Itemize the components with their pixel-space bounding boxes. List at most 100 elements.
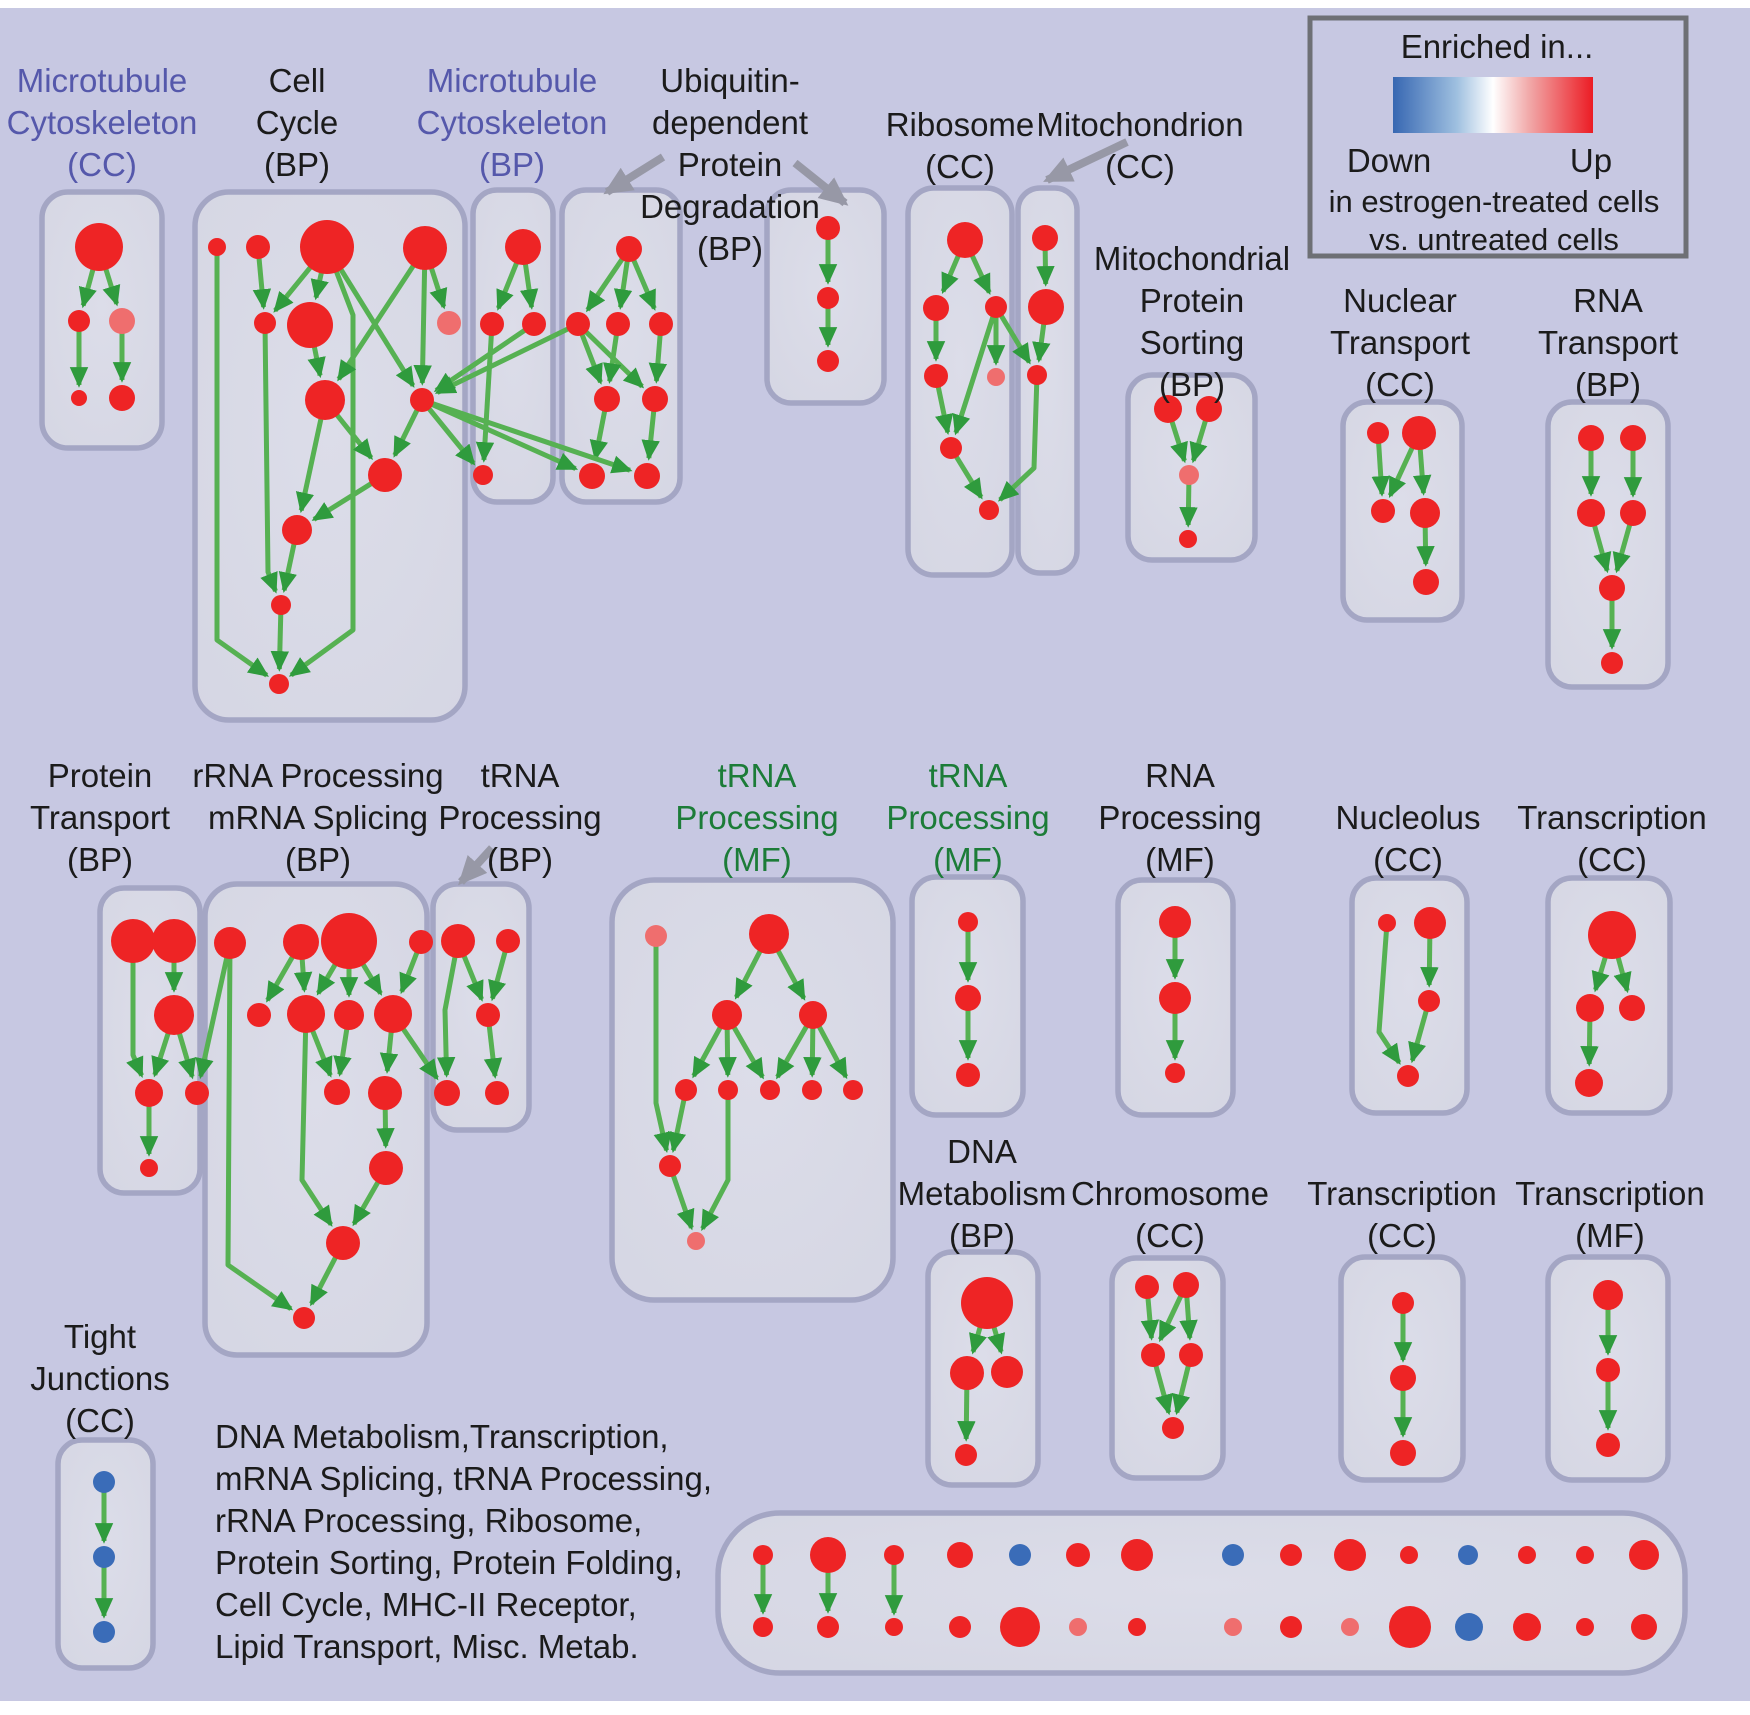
cluster-label-ribosome: Ribosome (CC) [886, 106, 1035, 185]
go-term-node [987, 368, 1005, 386]
go-term-node [1141, 1343, 1165, 1367]
go-term-node [947, 1542, 973, 1568]
go-term-node [437, 311, 461, 335]
cluster-label-chromosome: Chromosome (CC) [1071, 1175, 1269, 1254]
go-term-node [1000, 1607, 1040, 1647]
go-term-node [687, 1232, 705, 1250]
go-term-node [283, 924, 319, 960]
edge-arrow [195, 942, 233, 1080]
cluster-label-protein-transport: Protein Transport (BP) [30, 757, 170, 878]
go-term-node [1066, 1543, 1090, 1567]
legend-gradient-bar [1393, 77, 1593, 133]
go-term-node [956, 1063, 980, 1087]
go-term-node [410, 388, 434, 412]
cluster-label-trna-bp: tRNA Processing (BP) [438, 757, 601, 878]
go-term-node [1390, 1365, 1416, 1391]
go-term-node [816, 216, 840, 240]
cluster-box-rrna [202, 881, 430, 1358]
go-term-node [1596, 1433, 1620, 1457]
cluster-label-dna-metabolism: DNA Metabolism (BP) [898, 1133, 1067, 1254]
go-term-node [1179, 1343, 1203, 1367]
go-term-node [71, 390, 87, 406]
go-term-node [496, 929, 520, 953]
edge-arrow [475, 323, 495, 463]
go-term-node [1159, 906, 1191, 938]
go-term-node [1179, 530, 1197, 548]
go-term-node [1576, 994, 1604, 1022]
go-term-node [955, 985, 981, 1011]
go-term-node [369, 1151, 403, 1185]
go-term-node [753, 1545, 773, 1565]
go-term-node [749, 914, 789, 954]
go-term-node [985, 296, 1007, 318]
cluster-box-mitochondrion [1015, 185, 1080, 576]
go-term-node [109, 308, 135, 334]
go-term-node [949, 1616, 971, 1638]
go-term-node [923, 295, 949, 321]
go-term-node [924, 364, 948, 388]
go-term-node [1414, 907, 1446, 939]
cluster-label-cell-cycle: Cell Cycle (BP) [256, 62, 339, 183]
edge-arrow [336, 246, 428, 382]
go-term-node [324, 1079, 350, 1105]
go-term-node [649, 312, 673, 336]
go-term-node [634, 463, 660, 489]
go-term-node [111, 919, 155, 963]
go-term-node [287, 995, 325, 1033]
cluster-label-trna-mf-2: tRNA Processing (MF) [886, 757, 1049, 878]
go-term-node [208, 238, 226, 256]
go-term-node [321, 913, 377, 969]
cluster-label-mt-cc: Microtubule Cytoskeleton (CC) [7, 62, 198, 183]
legend-up-label: Up [1570, 142, 1612, 179]
go-term-node [1400, 1546, 1418, 1564]
edge-arrow [420, 397, 579, 471]
cluster-label-rrna: rRNA Processing mRNA Splicing (BP) [192, 757, 443, 878]
go-term-node [473, 465, 493, 485]
cluster-label-mitochondrion: Mitochondrion (CC) [1036, 106, 1243, 185]
label-pointer-arrow [603, 153, 666, 196]
go-term-node [1032, 225, 1058, 251]
go-term-node [135, 1079, 163, 1107]
edge-arrow [1376, 922, 1402, 1065]
go-term-node [1575, 1069, 1603, 1097]
cluster-label-nuclear-transport: Nuclear Transport (CC) [1330, 282, 1470, 403]
go-term-node [246, 235, 270, 259]
go-term-node [1578, 425, 1604, 451]
edge-arrow [952, 306, 999, 436]
go-term-node [247, 1003, 271, 1027]
edge-arrow [225, 942, 294, 1311]
go-term-node [374, 995, 412, 1033]
go-term-node [1577, 499, 1605, 527]
go-term-node [1588, 911, 1636, 959]
go-term-node [403, 226, 447, 270]
go-term-node [1389, 1606, 1431, 1648]
edge-arrow [324, 245, 416, 388]
edge-arrow [434, 321, 580, 395]
edge-arrow [700, 1090, 731, 1232]
go-term-node [606, 312, 630, 336]
go-term-node [1593, 1280, 1623, 1310]
go-term-node [1224, 1618, 1242, 1636]
go-term-node [950, 1356, 984, 1390]
go-term-node [594, 386, 620, 412]
go-term-node [1154, 395, 1182, 423]
go-term-node [434, 1080, 460, 1106]
go-term-node [1280, 1544, 1302, 1566]
go-term-node [1619, 995, 1645, 1021]
go-term-node [1341, 1618, 1359, 1636]
cluster-label-transcription-cc-1: Transcription (CC) [1517, 799, 1707, 878]
label-pointer-arrow [458, 845, 495, 886]
go-term-node [566, 312, 590, 336]
go-term-node [1069, 1618, 1087, 1636]
go-term-node [140, 1159, 158, 1177]
go-term-node [979, 500, 999, 520]
go-term-node [271, 595, 291, 615]
go-term-node [1596, 1358, 1620, 1382]
go-term-node [1601, 652, 1623, 674]
go-term-node [287, 302, 333, 348]
go-term-node [885, 1618, 903, 1636]
go-term-node [1027, 365, 1047, 385]
go-term-node [1165, 1063, 1185, 1083]
go-term-node [282, 515, 312, 545]
edge-arrow [436, 940, 461, 1078]
